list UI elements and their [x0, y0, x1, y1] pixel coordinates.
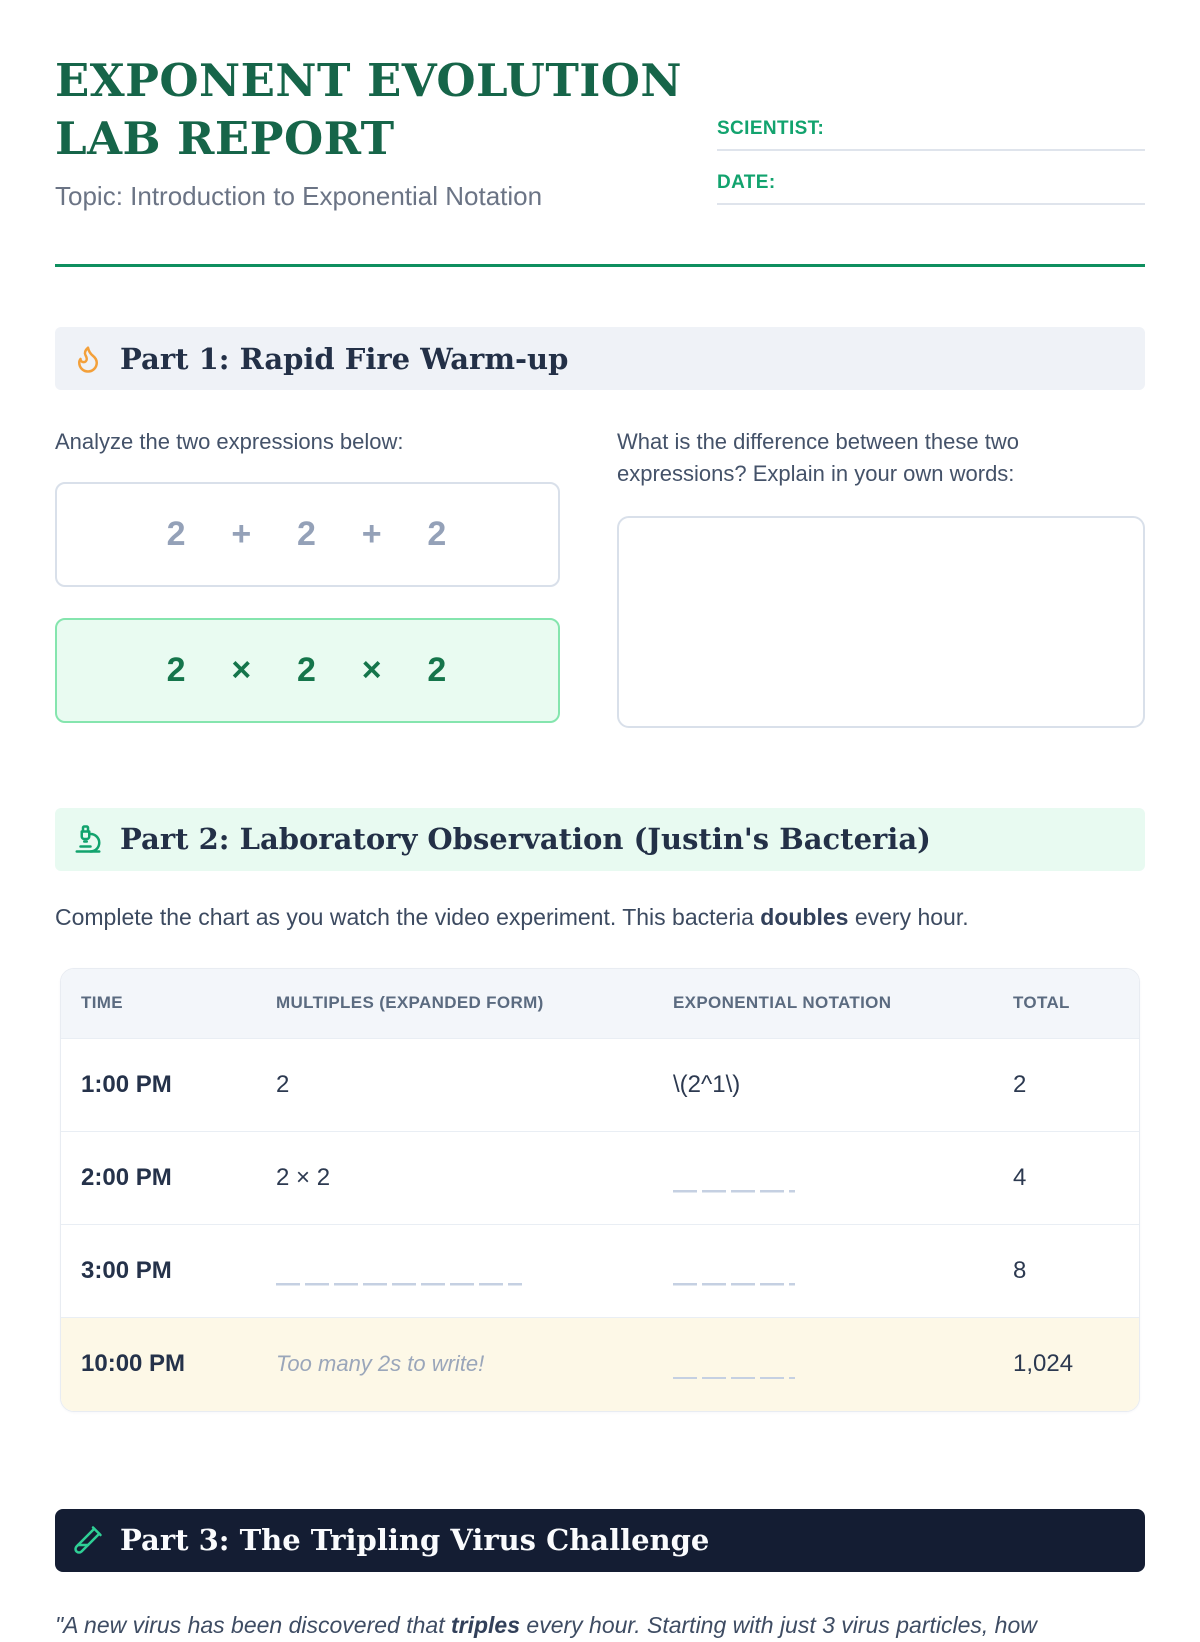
- table-row: 3:00 PM 8: [61, 1225, 1139, 1318]
- page-title-line2: LAB REPORT: [55, 111, 395, 165]
- date-write-line[interactable]: [717, 203, 1145, 205]
- quote-prefix: "A new virus has been discovered that: [55, 1611, 451, 1638]
- table-row: 1:00 PM 2 \(2^1\) 2: [61, 1039, 1139, 1132]
- part3-title: Part 3: The Tripling Virus Challenge: [120, 1523, 710, 1558]
- table-row: 2:00 PM 2 × 2 4: [61, 1132, 1139, 1225]
- part1-content: Analyze the two expressions below: 2 + 2…: [55, 426, 1145, 728]
- exponential-write-blank[interactable]: [673, 1182, 795, 1193]
- time-cell: 10:00 PM: [81, 1350, 186, 1378]
- part1-left-column: Analyze the two expressions below: 2 + 2…: [55, 426, 560, 728]
- title-block: EXPONENT EVOLUTION LAB REPORT Topic: Int…: [55, 52, 717, 226]
- multiplication-expression-box: 2 × 2 × 2: [55, 617, 560, 723]
- instruction-bold-word: doubles: [760, 903, 849, 930]
- part1-right-column: What is the difference between these two…: [617, 426, 1145, 728]
- addition-expression-box: 2 + 2 + 2: [55, 481, 560, 587]
- total-cell: 1,024: [1013, 1350, 1074, 1378]
- time-cell: 3:00 PM: [81, 1256, 172, 1284]
- instruction-suffix: every hour.: [848, 903, 969, 930]
- test-tube-icon: [74, 1526, 102, 1555]
- table-row-highlighted: 10:00 PM Too many 2s to write! 1,024: [61, 1317, 1139, 1411]
- column-header-time: TIME: [81, 993, 123, 1013]
- column-header-multiples: MULTIPLES (EXPANDED FORM): [276, 993, 544, 1013]
- page-title-line1: EXPONENT EVOLUTION: [55, 54, 682, 107]
- multiples-cell: 2 × 2: [276, 1163, 331, 1191]
- observation-table: TIME MULTIPLES (EXPANDED FORM) EXPONENTI…: [60, 967, 1140, 1412]
- multiples-cell: [276, 1257, 673, 1286]
- exponential-cell: [673, 1164, 1013, 1193]
- quote-bold-word: triples: [450, 1611, 521, 1638]
- quote-suffix: every hour. Starting with just 3 virus p…: [520, 1611, 1037, 1638]
- exponential-cell: \(2^1\): [673, 1070, 741, 1098]
- total-cell: 8: [1013, 1256, 1027, 1284]
- multiples-note-cell: Too many 2s to write!: [276, 1351, 485, 1377]
- exponential-cell: [673, 1257, 1013, 1286]
- time-cell: 1:00 PM: [81, 1070, 172, 1098]
- time-cell: 2:00 PM: [81, 1163, 172, 1191]
- multiples-write-blank[interactable]: [276, 1275, 522, 1286]
- exponential-cell: [673, 1350, 1013, 1380]
- header-divider: [55, 264, 1145, 267]
- part3-quote: "A new virus has been discovered that tr…: [55, 1608, 1145, 1642]
- part3-banner: Part 3: The Tripling Virus Challenge: [55, 1508, 1145, 1572]
- page-title: EXPONENT EVOLUTION LAB REPORT: [55, 52, 717, 167]
- scientist-label: SCIENTIST:: [717, 118, 825, 139]
- part1-answer-box[interactable]: [617, 515, 1145, 728]
- part2-instruction: Complete the chart as you watch the vide…: [55, 904, 1145, 931]
- total-cell: 2: [1013, 1070, 1027, 1098]
- date-label: DATE:: [717, 172, 776, 193]
- date-field: DATE:: [717, 172, 1145, 205]
- part2-banner: Part 2: Laboratory Observation (Justin's…: [55, 807, 1145, 871]
- exponential-write-blank[interactable]: [673, 1369, 795, 1380]
- part2-title: Part 2: Laboratory Observation (Justin's…: [120, 822, 931, 857]
- exponential-write-blank[interactable]: [673, 1275, 795, 1286]
- part1-banner: Part 1: Rapid Fire Warm-up: [55, 327, 1145, 390]
- name-date-fields: SCIENTIST: DATE:: [717, 118, 1145, 226]
- topic-subtitle: Topic: Introduction to Exponential Notat…: [55, 181, 543, 212]
- addition-expression: 2 + 2 + 2: [166, 514, 449, 553]
- total-cell: 4: [1013, 1163, 1027, 1191]
- report-header: EXPONENT EVOLUTION LAB REPORT Topic: Int…: [55, 52, 1145, 226]
- column-header-total: TOTAL: [1013, 993, 1070, 1013]
- part1-left-prompt: Analyze the two expressions below:: [55, 429, 404, 454]
- part1-right-prompt: What is the difference between these two…: [617, 429, 1019, 486]
- part1-title: Part 1: Rapid Fire Warm-up: [120, 341, 569, 376]
- instruction-prefix: Complete the chart as you watch the vide…: [55, 903, 761, 930]
- multiples-cell: 2: [276, 1070, 290, 1098]
- scientist-write-line[interactable]: [717, 149, 1145, 151]
- column-header-exponential: EXPONENTIAL NOTATION: [673, 993, 892, 1013]
- scientist-field: SCIENTIST:: [717, 118, 1145, 151]
- multiplication-expression: 2 × 2 × 2: [166, 650, 449, 689]
- flame-icon: [78, 346, 98, 373]
- table-header-row: TIME MULTIPLES (EXPANDED FORM) EXPONENTI…: [61, 968, 1139, 1039]
- microscope-icon: [75, 825, 101, 854]
